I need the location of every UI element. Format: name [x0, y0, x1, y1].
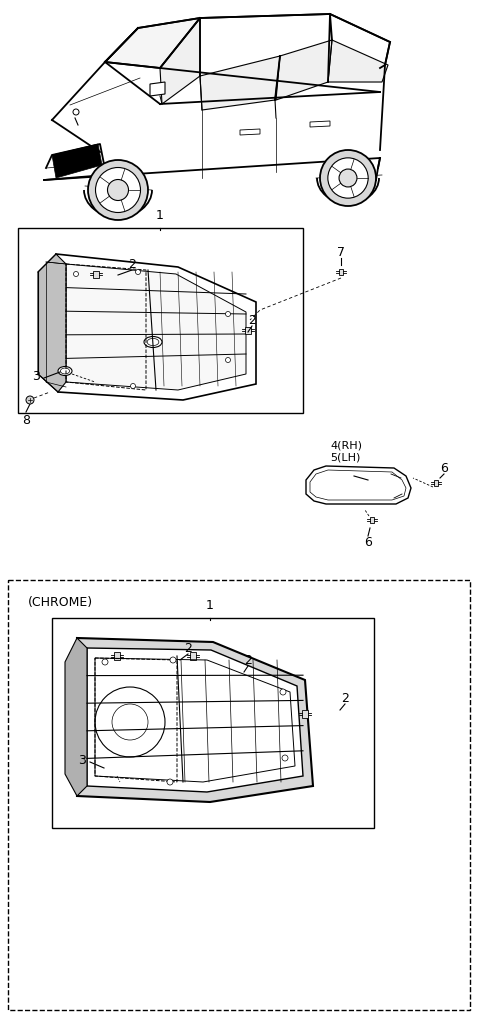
Text: 2: 2 [128, 258, 136, 270]
Text: 1: 1 [206, 599, 214, 612]
Circle shape [135, 269, 141, 274]
Circle shape [280, 689, 286, 695]
Circle shape [226, 358, 230, 363]
Circle shape [328, 158, 368, 198]
Polygon shape [56, 254, 256, 400]
Polygon shape [138, 14, 390, 62]
Polygon shape [276, 40, 332, 100]
Ellipse shape [103, 768, 118, 777]
Polygon shape [306, 466, 411, 504]
Polygon shape [328, 40, 388, 82]
Bar [245, 326, 251, 333]
Bar [114, 652, 120, 660]
Circle shape [339, 169, 357, 186]
Circle shape [73, 271, 79, 276]
Polygon shape [87, 648, 303, 792]
Ellipse shape [58, 367, 72, 375]
Text: 2: 2 [248, 314, 256, 326]
Polygon shape [38, 254, 66, 392]
Bar [18, 228, 303, 413]
Bar [190, 652, 196, 660]
Polygon shape [240, 129, 260, 135]
Polygon shape [160, 18, 200, 104]
Text: 8: 8 [22, 414, 30, 427]
Polygon shape [65, 638, 87, 796]
Bar [8, 580, 470, 1010]
Circle shape [108, 179, 129, 201]
Bar [338, 269, 343, 275]
Text: 2: 2 [341, 692, 349, 704]
Text: 4(RH)
5(LH): 4(RH) 5(LH) [330, 440, 362, 462]
Text: (CHROME): (CHROME) [28, 596, 93, 609]
Ellipse shape [173, 728, 193, 741]
Bar [93, 270, 99, 277]
Circle shape [26, 396, 34, 404]
Polygon shape [66, 264, 246, 390]
Polygon shape [310, 121, 330, 127]
Bar [370, 517, 374, 523]
Bar [52, 618, 374, 828]
Ellipse shape [144, 336, 162, 347]
Circle shape [282, 755, 288, 761]
Text: 2: 2 [184, 642, 192, 654]
Circle shape [167, 779, 173, 785]
Circle shape [170, 657, 176, 663]
Polygon shape [52, 144, 102, 178]
Circle shape [102, 659, 108, 665]
Circle shape [131, 383, 135, 388]
Polygon shape [200, 56, 280, 110]
Text: 1: 1 [156, 209, 164, 222]
Bar [433, 480, 438, 486]
Circle shape [96, 167, 141, 213]
Bar [302, 710, 308, 718]
Text: 6: 6 [440, 462, 448, 475]
Text: 3: 3 [78, 753, 86, 766]
Text: 6: 6 [364, 536, 372, 548]
Circle shape [320, 150, 376, 206]
Polygon shape [105, 18, 200, 68]
Polygon shape [52, 62, 160, 152]
Text: 3: 3 [32, 370, 40, 382]
Polygon shape [77, 638, 313, 802]
Text: 7: 7 [337, 246, 345, 259]
Polygon shape [150, 82, 165, 96]
Text: 2: 2 [244, 653, 252, 666]
Circle shape [226, 312, 230, 317]
Circle shape [88, 160, 148, 220]
